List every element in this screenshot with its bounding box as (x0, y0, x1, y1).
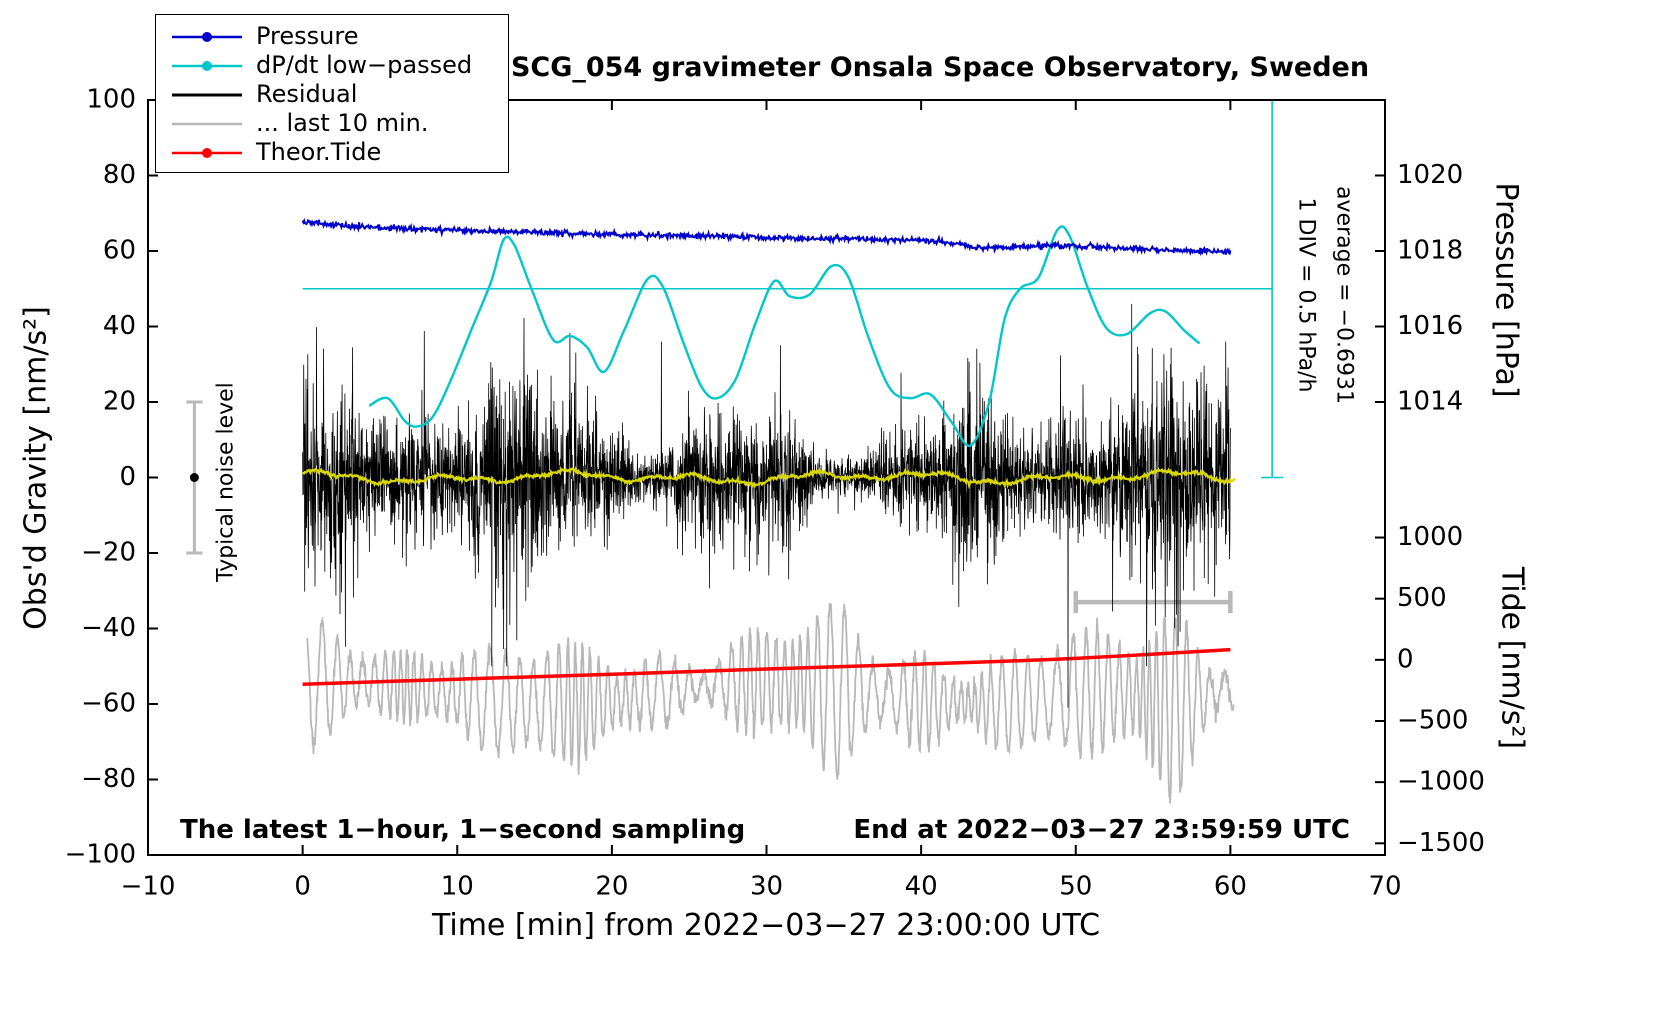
legend-item: Pressure (168, 22, 508, 51)
dpdt-lowpassed-series (368, 225, 1201, 447)
residual-series (302, 303, 1231, 708)
tick-label: −100 (65, 840, 136, 870)
tick-label: 0 (294, 872, 311, 902)
tick-label: 40 (905, 872, 938, 902)
chart-title: SCG_054 gravimeter Onsala Space Observat… (510, 52, 1370, 83)
legend-sample-line (172, 31, 242, 42)
sampling-note: The latest 1−hour, 1−second sampling (180, 815, 746, 845)
legend-label: ... last 10 min. (256, 109, 429, 137)
tick-label: −40 (81, 613, 136, 643)
legend-sample-line (172, 122, 242, 125)
legend-label: Pressure (256, 22, 359, 50)
tick-label: 500 (1397, 583, 1447, 613)
tick-label: 10 (441, 872, 474, 902)
tick-label: 40 (103, 311, 136, 341)
tick-label: −1000 (1397, 767, 1485, 797)
legend: Pressure dP/dt low−passed Residual... last… (155, 14, 509, 173)
y-axis-label-tide: Tide [nm/s²] (1494, 566, 1530, 750)
y-axis-label-gravity: Obs'd Gravity [nm/s²] (18, 306, 54, 630)
legend-item: Residual (168, 80, 508, 109)
tick-label: 20 (595, 872, 628, 902)
tick-label: 1014 (1397, 387, 1463, 417)
tick-label: −10 (121, 872, 176, 902)
legend-sample-line (172, 147, 242, 158)
noise-level-label: Typical noise level (213, 382, 239, 582)
legend-label: Theor.Tide (256, 138, 382, 166)
tick-label: 20 (103, 387, 136, 417)
residual-lowpassed-series (301, 466, 1236, 490)
tick-label: −80 (81, 764, 136, 794)
tick-label: 30 (750, 872, 783, 902)
noise-level-dot (189, 473, 199, 482)
tick-label: 70 (1368, 872, 1401, 902)
tick-label: 1000 (1397, 522, 1463, 552)
tick-label: −500 (1397, 705, 1468, 735)
x-axis-label: Time [min] from 2022−03−27 23:00:00 UTC (431, 908, 1101, 943)
tick-label: 1016 (1397, 311, 1463, 341)
tick-label: −1500 (1397, 828, 1485, 858)
legend-label: Residual (256, 80, 358, 108)
end-time-note: End at 2022−03−27 23:59:59 UTC (853, 815, 1350, 845)
y-axis-label-pressure: Pressure [hPa] (1488, 182, 1524, 398)
tick-label: 0 (119, 462, 136, 492)
tick-label: 1020 (1397, 160, 1463, 190)
average-annotation: average = −0.6931 (1331, 186, 1357, 404)
tick-label: −20 (81, 538, 136, 568)
tick-label: −60 (81, 689, 136, 719)
theor-tide-series (302, 647, 1231, 687)
legend-item: Theor.Tide (168, 138, 508, 167)
last-10-min-series (306, 603, 1235, 804)
legend-sample-line (172, 93, 242, 96)
pressure-series (301, 217, 1232, 257)
legend-sample-line (172, 60, 242, 71)
legend-label: dP/dt low−passed (256, 51, 473, 79)
tick-label: 50 (1059, 872, 1092, 902)
legend-item: dP/dt low−passed (168, 51, 508, 80)
tick-label: 80 (103, 160, 136, 190)
div-scale-annotation: 1 DIV = 0.5 hPa/h (1293, 197, 1319, 393)
tick-label: 1018 (1397, 236, 1463, 266)
tick-label: 60 (1214, 872, 1247, 902)
tick-label: 100 (86, 85, 136, 115)
legend-item: ... last 10 min. (168, 109, 508, 138)
tick-label: 0 (1397, 644, 1414, 674)
tick-label: 60 (103, 236, 136, 266)
